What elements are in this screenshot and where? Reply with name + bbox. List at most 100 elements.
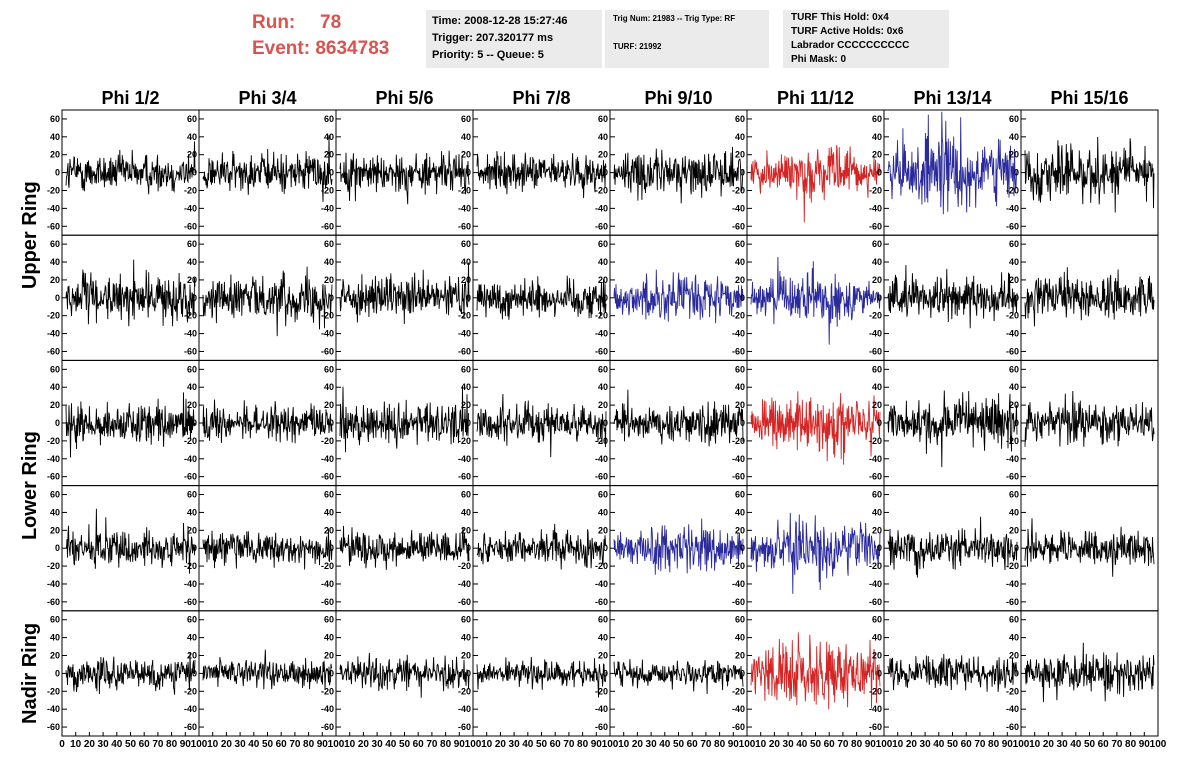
y-tick-label: -20 xyxy=(321,561,334,571)
waveform-trace xyxy=(613,146,744,204)
y-tick-label: -60 xyxy=(184,221,197,231)
y-tick-label: -20 xyxy=(184,436,197,446)
x-tick-label: 50 xyxy=(1084,739,1096,750)
waveform-trace xyxy=(202,399,333,444)
y-tick-label: -60 xyxy=(869,221,882,231)
waveform-panel: -60 -40 -20 0 20 40 60 xyxy=(732,234,885,361)
x-tick-label: 60 xyxy=(687,739,699,750)
y-tick-label: -20 xyxy=(869,561,882,571)
waveform-panel: -60 -40 -20 0 20 40 60 xyxy=(732,485,885,612)
waveform-trace xyxy=(750,632,881,710)
y-tick-label: 20 xyxy=(324,400,334,410)
y-tick-label: 20 xyxy=(50,150,60,160)
y-tick-label: 20 xyxy=(872,525,882,535)
x-tick-label: 30 xyxy=(646,739,658,750)
y-tick-label: 0 xyxy=(466,293,471,303)
y-tick-label: 20 xyxy=(735,651,745,661)
y-tick-label: -40 xyxy=(184,704,197,714)
y-tick-label: 60 xyxy=(461,239,471,249)
y-tick-label: -20 xyxy=(47,561,60,571)
x-tick-label: 40 xyxy=(385,739,397,750)
y-tick-label: 40 xyxy=(598,507,608,517)
waveform-panel: -60 -40 -20 0 20 40 60 xyxy=(458,359,611,487)
waveform-panel: -60 -40 -20 0 20 40 60 xyxy=(184,109,337,236)
y-tick-label: -40 xyxy=(47,454,60,464)
y-tick-label: 60 xyxy=(598,364,608,374)
y-tick-label: -40 xyxy=(732,579,745,589)
y-tick-label: 40 xyxy=(598,382,608,392)
y-tick-label: -60 xyxy=(595,221,608,231)
y-tick-label: 60 xyxy=(735,114,745,124)
waveform-panel: -60 -40 -20 0 20 40 60 xyxy=(47,234,200,361)
y-tick-label: -60 xyxy=(458,346,471,356)
y-tick-label: -60 xyxy=(458,221,471,231)
y-tick-label: -20 xyxy=(1006,436,1019,446)
y-tick-label: 0 xyxy=(877,168,882,178)
y-tick-label: -40 xyxy=(732,203,745,213)
y-tick-label: -40 xyxy=(869,203,882,213)
y-tick-label: 0 xyxy=(603,668,608,678)
waveform-trace xyxy=(613,659,744,695)
y-tick-label: -60 xyxy=(1006,221,1019,231)
waveform-panel: -60 -40 -20 0 20 40 60 xyxy=(184,234,337,361)
x-tick-label: 80 xyxy=(851,739,863,750)
x-tick-label: 70 xyxy=(700,739,712,750)
y-tick-label: -60 xyxy=(1006,722,1019,732)
waveform-panel: -60 -40 -20 0 20 40 60 xyxy=(595,610,748,737)
y-tick-label: 60 xyxy=(1009,490,1019,500)
y-tick-label: 20 xyxy=(461,400,471,410)
waveform-panel: -60 -40 -20 0 20 40 60 xyxy=(595,485,748,612)
x-tick-label: 20 xyxy=(84,739,96,750)
waveform-panel: -60 -40 -20 0 20 40 60 xyxy=(732,610,885,737)
waveform-trace xyxy=(476,523,607,570)
waveform-trace xyxy=(613,389,744,447)
x-tick-label: 90 xyxy=(180,739,192,750)
trig-num-text: Trig Num: 21983 -- Trig Type: RF xyxy=(613,14,736,23)
y-tick-label: 60 xyxy=(735,490,745,500)
x-tick-label: 80 xyxy=(303,739,315,750)
x-tick-label: 90 xyxy=(728,739,740,750)
x-tick-label: 90 xyxy=(317,739,329,750)
y-tick-label: 60 xyxy=(461,615,471,625)
y-tick-label: -40 xyxy=(184,329,197,339)
y-tick-label: -20 xyxy=(1006,311,1019,321)
x-tick-label: 10 xyxy=(207,739,219,750)
y-tick-label: 60 xyxy=(1009,364,1019,374)
y-tick-label: 20 xyxy=(324,275,334,285)
waveform-trace xyxy=(476,393,607,458)
waveform-trace xyxy=(65,508,196,574)
x-tick-label: 40 xyxy=(1070,739,1082,750)
waveform-panel: -60 -40 -20 0 20 40 60 xyxy=(1006,610,1159,737)
y-tick-label: 0 xyxy=(192,168,197,178)
y-tick-label: -40 xyxy=(869,579,882,589)
y-tick-label: -60 xyxy=(321,221,334,231)
y-tick-label: 40 xyxy=(50,382,60,392)
y-tick-label: 60 xyxy=(598,490,608,500)
x-tick-label: 60 xyxy=(961,739,973,750)
waveform-trace xyxy=(613,269,744,324)
waveform-trace xyxy=(339,386,470,453)
x-tick-label: 100 xyxy=(739,739,756,750)
y-tick-label: -60 xyxy=(1006,346,1019,356)
waveform-panel: -60 -40 -20 0 20 40 60 xyxy=(869,485,1022,612)
y-tick-label: 0 xyxy=(877,293,882,303)
y-tick-label: -40 xyxy=(732,704,745,714)
y-tick-label: 0 xyxy=(1014,293,1019,303)
y-tick-label: 20 xyxy=(461,525,471,535)
y-tick-label: 40 xyxy=(50,507,60,517)
turf-hold-text: TURF This Hold: 0x4 xyxy=(791,12,889,23)
y-tick-label: -60 xyxy=(1006,597,1019,607)
y-tick-label: 0 xyxy=(877,543,882,553)
x-tick-label: 40 xyxy=(248,739,260,750)
y-tick-label: -20 xyxy=(458,686,471,696)
y-tick-label: -60 xyxy=(732,722,745,732)
y-tick-label: -40 xyxy=(1006,329,1019,339)
y-tick-label: -40 xyxy=(47,704,60,714)
y-tick-label: 60 xyxy=(872,490,882,500)
x-tick-label: 10 xyxy=(70,739,82,750)
priority-text: Priority: 5 -- Queue: 5 xyxy=(432,49,544,61)
y-tick-label: 0 xyxy=(329,293,334,303)
y-tick-label: 20 xyxy=(598,275,608,285)
y-tick-label: 20 xyxy=(598,525,608,535)
y-tick-label: 40 xyxy=(324,507,334,517)
